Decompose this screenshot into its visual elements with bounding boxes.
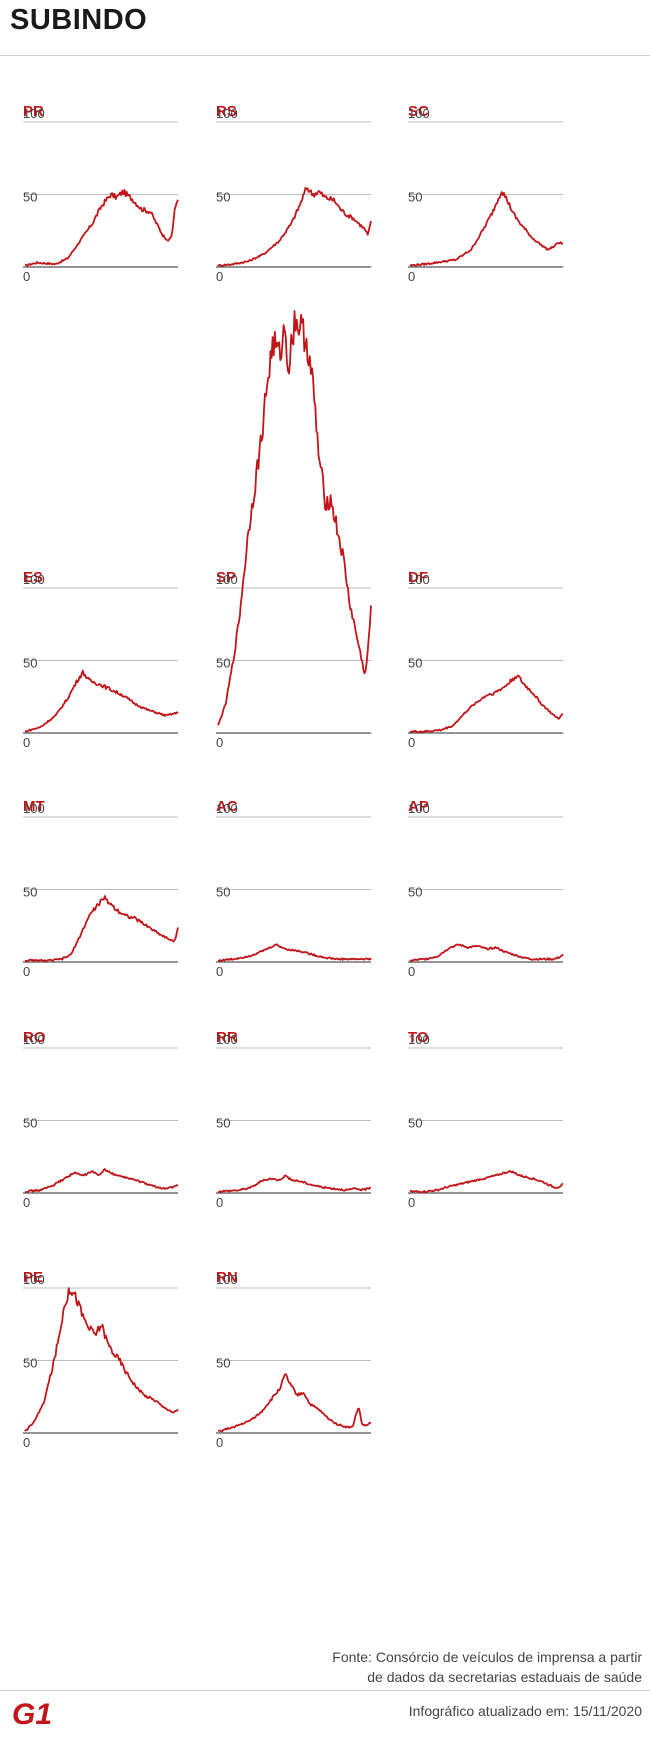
series-line-sc xyxy=(409,191,564,267)
series-line-mt xyxy=(24,895,179,963)
y-tick-label: 50 xyxy=(408,190,422,205)
y-tick-label: 100 xyxy=(216,106,238,121)
chart-title: RS xyxy=(216,103,237,120)
chart-sc: SC 0 50 100 xyxy=(408,103,564,284)
chart-pr: PR 0 50 100 xyxy=(23,103,179,284)
series-line-ro xyxy=(24,1168,179,1194)
series-line-rs xyxy=(217,187,372,267)
y-tick-label: 100 xyxy=(216,572,238,587)
series-line-pe xyxy=(24,1287,179,1432)
chart-title: DF xyxy=(408,569,428,586)
y-tick-label: 0 xyxy=(408,964,415,979)
y-tick-label: 50 xyxy=(216,656,230,671)
series-line-pr xyxy=(24,189,179,267)
y-tick-label: 0 xyxy=(216,735,223,750)
series-line-sp xyxy=(217,310,372,726)
y-tick-label: 0 xyxy=(408,1195,415,1210)
y-tick-label: 0 xyxy=(408,735,415,750)
chart-title: SP xyxy=(216,569,236,586)
chart-ap: AP 0 50 100 xyxy=(408,798,564,979)
y-tick-label: 100 xyxy=(23,1032,45,1047)
chart-title: AC xyxy=(216,798,238,815)
chart-rs: RS 0 50 100 xyxy=(216,103,372,284)
chart-ac: AC 0 50 100 xyxy=(216,798,372,979)
y-tick-label: 50 xyxy=(408,1116,422,1131)
y-tick-label: 50 xyxy=(23,1356,37,1371)
series-line-df xyxy=(409,674,564,734)
chart-title: PE xyxy=(23,1269,43,1286)
y-tick-label: 100 xyxy=(408,106,430,121)
chart-mt: MT 0 50 100 xyxy=(23,798,179,979)
bottom-divider xyxy=(0,1690,650,1691)
chart-title: MT xyxy=(23,798,45,815)
chart-title: SC xyxy=(408,103,429,120)
y-tick-label: 50 xyxy=(408,656,422,671)
y-tick-label: 0 xyxy=(23,735,30,750)
chart-sp: SP 0 50 100 xyxy=(216,310,372,750)
source-note: Fonte: Consórcio de veículos de imprensa… xyxy=(182,1647,642,1687)
y-tick-label: 100 xyxy=(408,1032,430,1047)
y-tick-label: 100 xyxy=(408,801,430,816)
chart-df: DF 0 50 100 xyxy=(408,569,564,750)
source-line-2: de dados da secretarias estaduais de saú… xyxy=(367,1669,642,1685)
top-divider xyxy=(0,55,650,56)
logo-text: G1 xyxy=(12,1698,52,1730)
chart-title: AP xyxy=(408,798,429,815)
y-tick-label: 100 xyxy=(408,572,430,587)
y-tick-label: 50 xyxy=(216,885,230,900)
y-tick-label: 50 xyxy=(23,190,37,205)
chart-pe: PE 0 50 100 xyxy=(23,1269,179,1450)
y-tick-label: 0 xyxy=(408,269,415,284)
page-title: SUBINDO xyxy=(10,4,148,36)
y-tick-label: 50 xyxy=(23,885,37,900)
series-line-es xyxy=(24,669,179,733)
y-tick-label: 100 xyxy=(216,801,238,816)
y-tick-label: 50 xyxy=(216,190,230,205)
chart-es: ES 0 50 100 xyxy=(23,569,179,750)
y-tick-label: 100 xyxy=(23,572,45,587)
y-tick-label: 100 xyxy=(23,1272,45,1287)
series-line-ap xyxy=(409,943,564,962)
series-line-ac xyxy=(217,943,372,962)
series-line-to xyxy=(409,1170,564,1194)
y-tick-label: 50 xyxy=(23,1116,37,1131)
chart-ro: RO 0 50 100 xyxy=(23,1029,179,1210)
chart-rn: RN 0 50 100 xyxy=(216,1269,372,1450)
y-tick-label: 0 xyxy=(23,1435,30,1450)
chart-title: ES xyxy=(23,569,43,586)
y-tick-label: 100 xyxy=(23,106,45,121)
y-tick-label: 0 xyxy=(216,1195,223,1210)
g1-logo: G1 xyxy=(12,1698,52,1730)
y-tick-label: 0 xyxy=(23,964,30,979)
chart-title: RR xyxy=(216,1029,238,1046)
chart-title: RO xyxy=(23,1029,46,1046)
y-tick-label: 50 xyxy=(216,1116,230,1131)
series-line-rr xyxy=(217,1174,372,1194)
source-line-1: Fonte: Consórcio de veículos de imprensa… xyxy=(332,1649,642,1665)
y-tick-label: 0 xyxy=(216,269,223,284)
y-tick-label: 100 xyxy=(216,1032,238,1047)
chart-title: TO xyxy=(408,1029,429,1046)
updated-date: Infográfico atualizado em: 15/11/2020 xyxy=(408,1703,642,1719)
chart-rr: RR 0 50 100 xyxy=(216,1029,372,1210)
y-tick-label: 100 xyxy=(23,801,45,816)
y-tick-label: 50 xyxy=(408,885,422,900)
y-tick-label: 50 xyxy=(216,1356,230,1371)
y-tick-label: 100 xyxy=(216,1272,238,1287)
y-tick-label: 0 xyxy=(23,1195,30,1210)
chart-title: PR xyxy=(23,103,44,120)
chart-to: TO 0 50 100 xyxy=(408,1029,564,1210)
y-tick-label: 0 xyxy=(23,269,30,284)
chart-title: RN xyxy=(216,1269,238,1286)
series-line-rn xyxy=(217,1373,372,1433)
y-tick-label: 50 xyxy=(23,656,37,671)
y-tick-label: 0 xyxy=(216,1435,223,1450)
y-tick-label: 0 xyxy=(216,964,223,979)
